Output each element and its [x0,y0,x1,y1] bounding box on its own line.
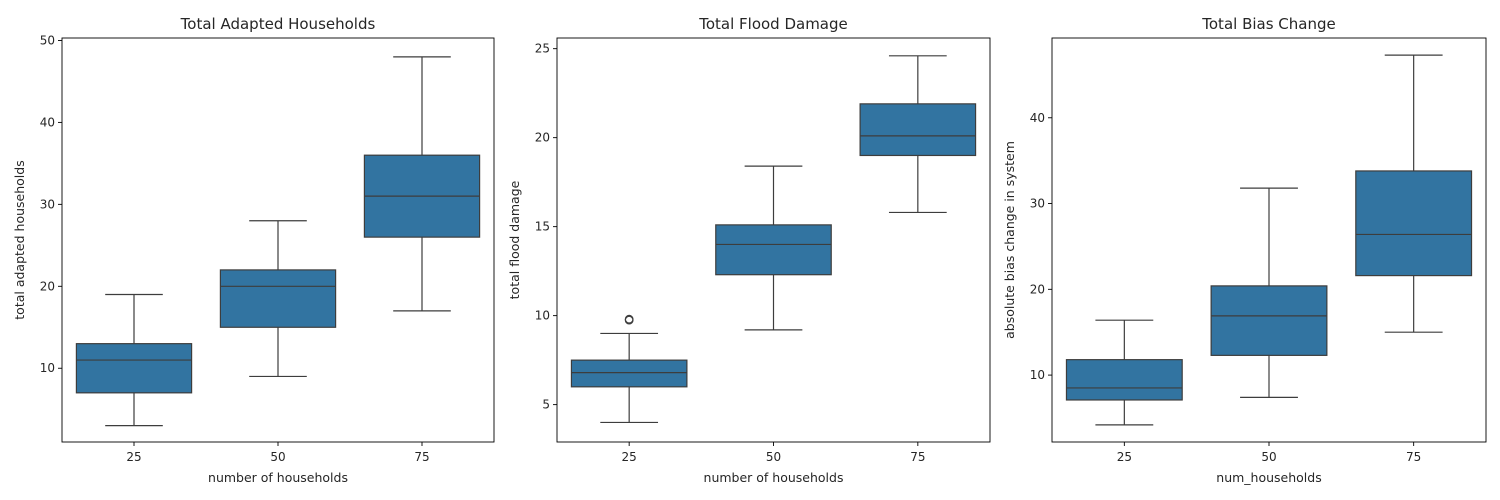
x-axis-label: number of households [208,470,348,485]
box-iqr [859,103,977,157]
y-tick-label: 20 [1030,282,1045,296]
box-75 [1355,54,1473,333]
outlier-point [624,314,634,324]
y-axis-label: absolute bias change in system [1002,141,1017,339]
y-tick-label: 15 [535,220,550,234]
box-iqr [75,343,193,394]
y-tick-label: 40 [40,115,55,129]
x-tick-label: 75 [414,450,429,464]
box-iqr [570,359,688,388]
x-axis-label: num_households [1216,470,1321,485]
y-tick-label: 20 [40,279,55,293]
x-tick-label: 75 [1406,450,1421,464]
box-iqr [1355,170,1473,277]
y-tick-label: 10 [535,309,550,323]
x-tick-label: 25 [126,450,141,464]
chart-panel-1: Total Adapted Households 10 20 30 40 50 25 50 75… [12,15,495,485]
box-75 [859,55,977,214]
box-75 [363,56,481,312]
y-tick-label: 5 [542,398,550,412]
x-tick-label: 75 [910,450,925,464]
chart-title: Total Flood Damage [698,15,848,33]
y-tick-label: 40 [1030,111,1045,125]
y-axis-label: total adapted households [12,160,27,319]
chart-panel-3: Total Bias Change 10 20 30 40 25 50 75 num_house… [1002,15,1487,485]
y-tick-label: 10 [1030,368,1045,382]
y-tick-label: 30 [1030,197,1045,211]
box-iqr [1065,359,1183,401]
y-tick-label: 50 [40,33,55,47]
y-tick-label: 20 [535,131,550,145]
y-tick-label: 10 [40,361,55,375]
x-tick-label: 50 [270,450,285,464]
y-tick-label: 30 [40,197,55,211]
axes-frame [61,37,495,443]
axes-frame [556,37,991,443]
box-iqr [219,269,337,328]
y-axis-label: total flood damage [507,180,522,299]
x-tick-label: 25 [1117,450,1132,464]
box-25 [75,293,193,427]
y-tick-label: 25 [535,42,550,56]
box-25 [1065,319,1183,426]
box-iqr [1210,285,1328,356]
x-axis-label: number of households [704,470,844,485]
box-iqr [715,224,832,276]
x-tick-label: 50 [1261,450,1276,464]
x-tick-label: 25 [622,450,637,464]
chart-title: Total Adapted Households [180,15,376,33]
box-50 [715,165,832,331]
x-tick-label: 50 [766,450,781,464]
box-50 [1210,187,1328,398]
box-25 [570,314,688,424]
box-50 [219,220,337,378]
chart-panel-2: Total Flood Damage 5 10 15 20 25 25 50 75 number … [507,15,991,485]
chart-title: Total Bias Change [1201,15,1335,33]
axes-frame [1051,37,1487,443]
